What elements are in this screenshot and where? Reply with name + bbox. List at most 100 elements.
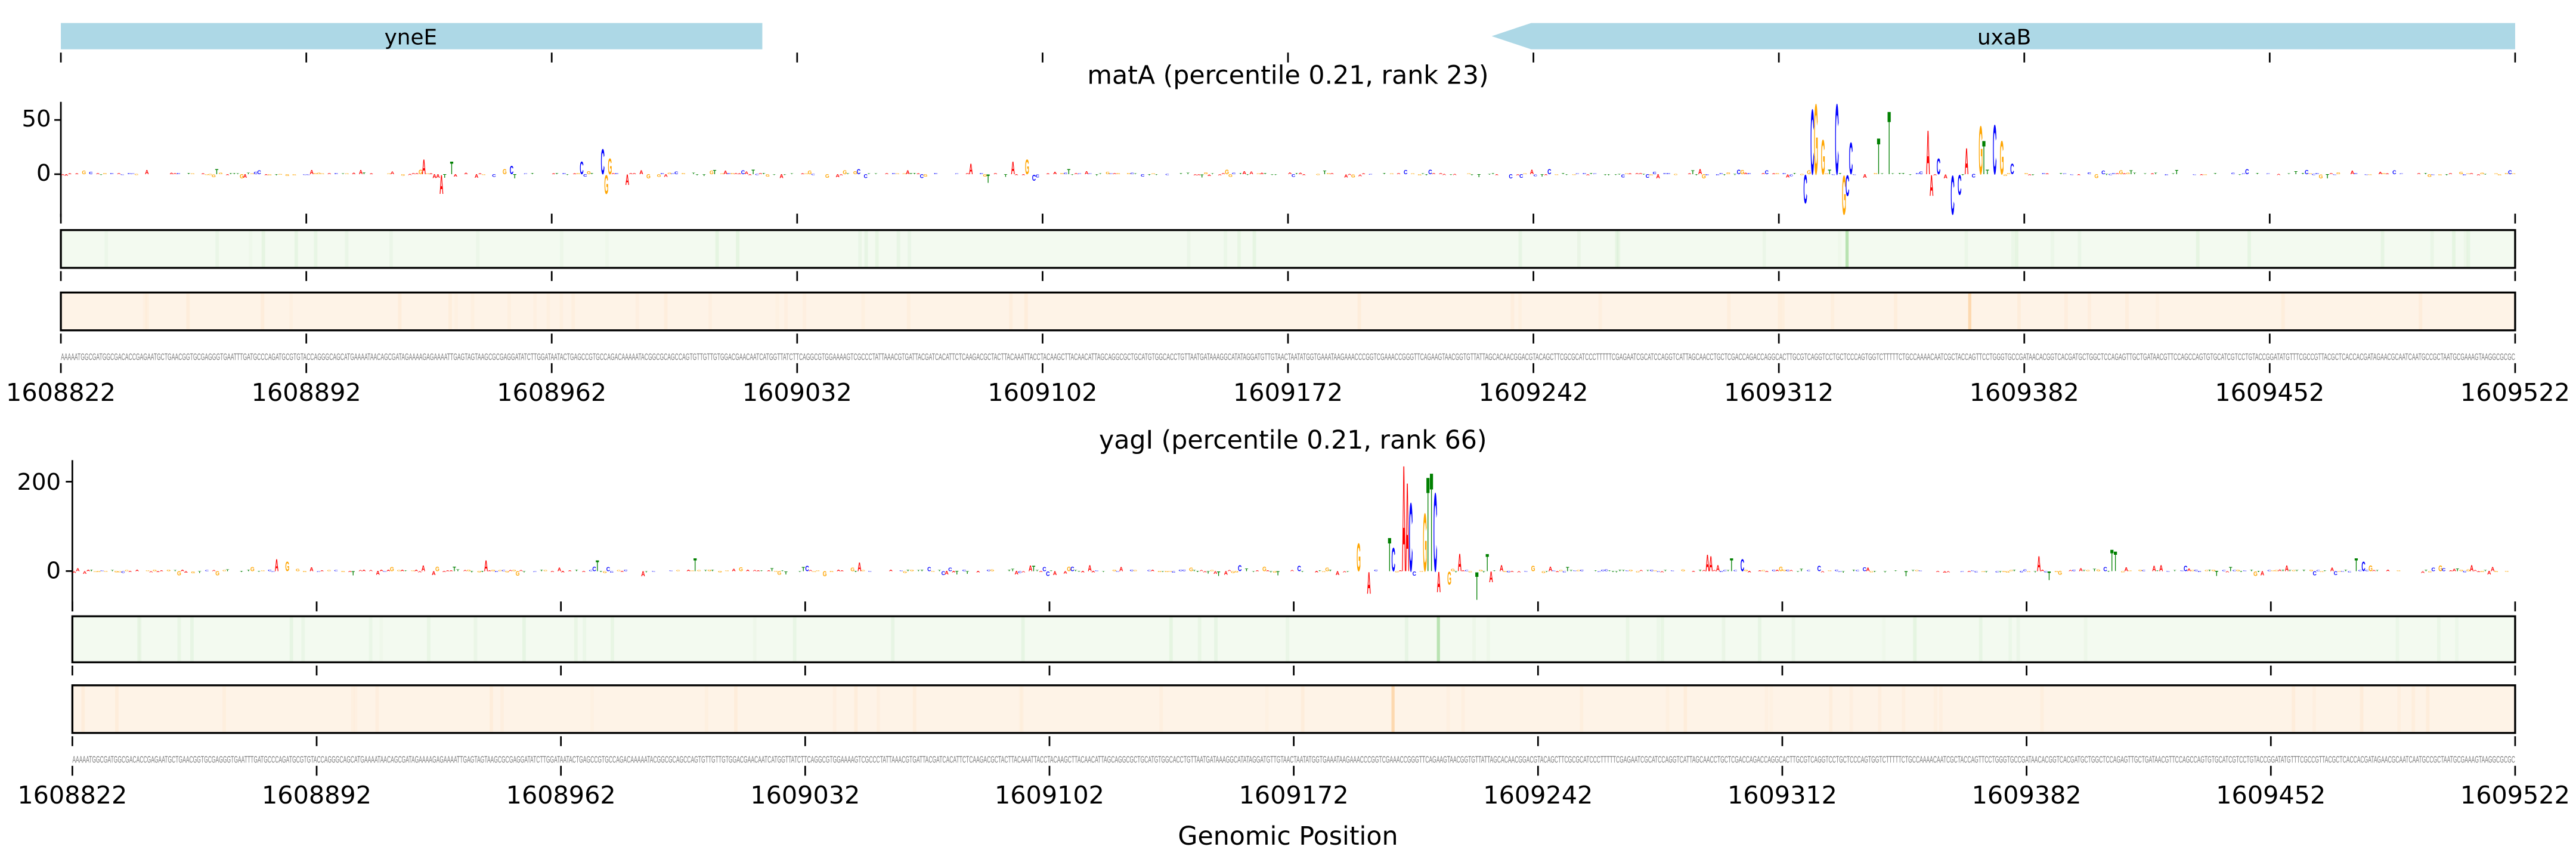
logo-letter: C (1653, 171, 1657, 175)
logo-letter: C (624, 570, 628, 571)
logo-letter: A (1635, 173, 1639, 175)
logo-letter: A (1716, 563, 1720, 573)
heatmap-cell (2419, 292, 2423, 330)
logo-letter: T (2129, 169, 2133, 175)
heatmap-cell (1762, 230, 1766, 268)
logo-letter: A (75, 174, 79, 175)
logo-letter: A (1255, 570, 1259, 571)
logo-letter: C (1070, 566, 1074, 573)
heatmap-cell (775, 292, 779, 330)
heatmap-cell (507, 292, 511, 330)
logo-letter: A (582, 571, 586, 573)
logo-letter: C (1995, 571, 1999, 573)
heatmap-cell (533, 292, 537, 330)
logo-letter: A (449, 570, 453, 571)
logo-letter: T (470, 571, 473, 573)
logo-letter: G (1468, 571, 1472, 573)
logo-letter: G (104, 571, 108, 572)
x-axis-label: Genomic Position (1178, 821, 1398, 851)
logo-letter: G (1204, 172, 1208, 175)
heatmap-cell (1020, 685, 1024, 733)
heatmap-cell (81, 685, 85, 733)
logo-letter: T (1488, 174, 1491, 175)
logo-letter: C (2101, 169, 2106, 175)
logo-letter: A (1530, 169, 1534, 176)
x-tick-label: 1609032 (742, 378, 852, 407)
logo-letter: G (1775, 173, 1779, 175)
heatmap-cell (379, 616, 383, 663)
logo-letter: G (303, 571, 307, 572)
logo-letter: A (1639, 173, 1643, 175)
logo-letter: C (1817, 565, 1820, 573)
logo-letter: C (2334, 570, 2338, 576)
logo-letter: G (816, 570, 820, 571)
logo-letter: T (233, 173, 236, 175)
heatmap-peak (1436, 616, 1440, 663)
x-tick-label: 1609312 (1727, 781, 1837, 809)
logo-letter: C (955, 174, 959, 175)
logo-letter: A (201, 173, 205, 174)
heatmap-cell (1598, 292, 1602, 330)
logo-letter: T (2048, 570, 2051, 583)
attribution-heatmap-orange (60, 291, 2516, 332)
logo-letter: C (335, 173, 339, 175)
logo-letter: T (1206, 570, 1210, 574)
logo-letter: G (1842, 165, 1846, 227)
logo-letter: G (1531, 565, 1535, 573)
logo-letter: T (100, 174, 103, 175)
logo-letter: T (784, 570, 787, 575)
logo-letter: G (2009, 570, 2013, 571)
logo-letter: C (1765, 169, 1769, 175)
heatmap-cell (2397, 685, 2401, 733)
logo-letter: T (111, 570, 114, 571)
heatmap-cell (1214, 616, 1218, 663)
logo-letter: T (352, 570, 355, 577)
logo-letter: C (755, 174, 759, 175)
logo-letter: T (2114, 546, 2117, 578)
logo-letter: G (467, 569, 471, 571)
heatmap-cell (375, 685, 379, 733)
logo-letter: C (1667, 173, 1671, 175)
x-tick-label: 1609102 (995, 781, 1104, 809)
logo-letter: G (2274, 570, 2278, 571)
heatmap-cell (546, 292, 550, 330)
logo-letter: A (1039, 571, 1043, 573)
logo-letter: C (2365, 570, 2369, 571)
heatmap-cell (314, 230, 318, 268)
logo-letter: C (606, 566, 611, 573)
heatmap-cell (708, 292, 712, 330)
logo-letter: G (1256, 174, 1261, 175)
gene-label-uxaB: uxaB (1977, 25, 2031, 50)
logo-letter: A (160, 570, 164, 571)
heatmap-cell (2011, 230, 2015, 268)
logo-letter: T (2107, 571, 2110, 572)
logo-letter: C (1782, 173, 1787, 175)
heatmap-cell (861, 292, 865, 330)
logo-letter: G (2002, 571, 2007, 573)
logo-letter: C (383, 571, 387, 572)
logo-letter: G (498, 570, 502, 571)
heatmap-cell (2360, 685, 2364, 733)
logo-letter: A (184, 571, 188, 573)
logo-letter: A (1692, 571, 1696, 572)
logo-letter: A (2116, 173, 2120, 175)
logo-letter: G (205, 174, 209, 175)
logo-letter: A (309, 566, 314, 572)
logo-letter: C (1179, 570, 1182, 572)
logo-letter: G (1559, 570, 1563, 571)
logo-letter: A (976, 571, 980, 573)
logo-letter: A (1866, 567, 1870, 573)
logo-letter: A (1260, 172, 1264, 175)
logo-letter: T (1984, 571, 1987, 573)
logo-letter: C (868, 571, 872, 572)
logo-letter: C (2463, 571, 2467, 573)
logo-letter: G (390, 566, 394, 573)
logo-letter: C (1562, 571, 1566, 573)
logo-letter: G (2494, 174, 2498, 175)
logo-letter: G (576, 173, 580, 175)
heatmap-cell (2312, 685, 2316, 733)
logo-letter: G (829, 571, 834, 572)
logo-letter: T (2323, 570, 2327, 571)
logo-letter: C (727, 173, 731, 175)
logo-letter: C (580, 158, 583, 178)
